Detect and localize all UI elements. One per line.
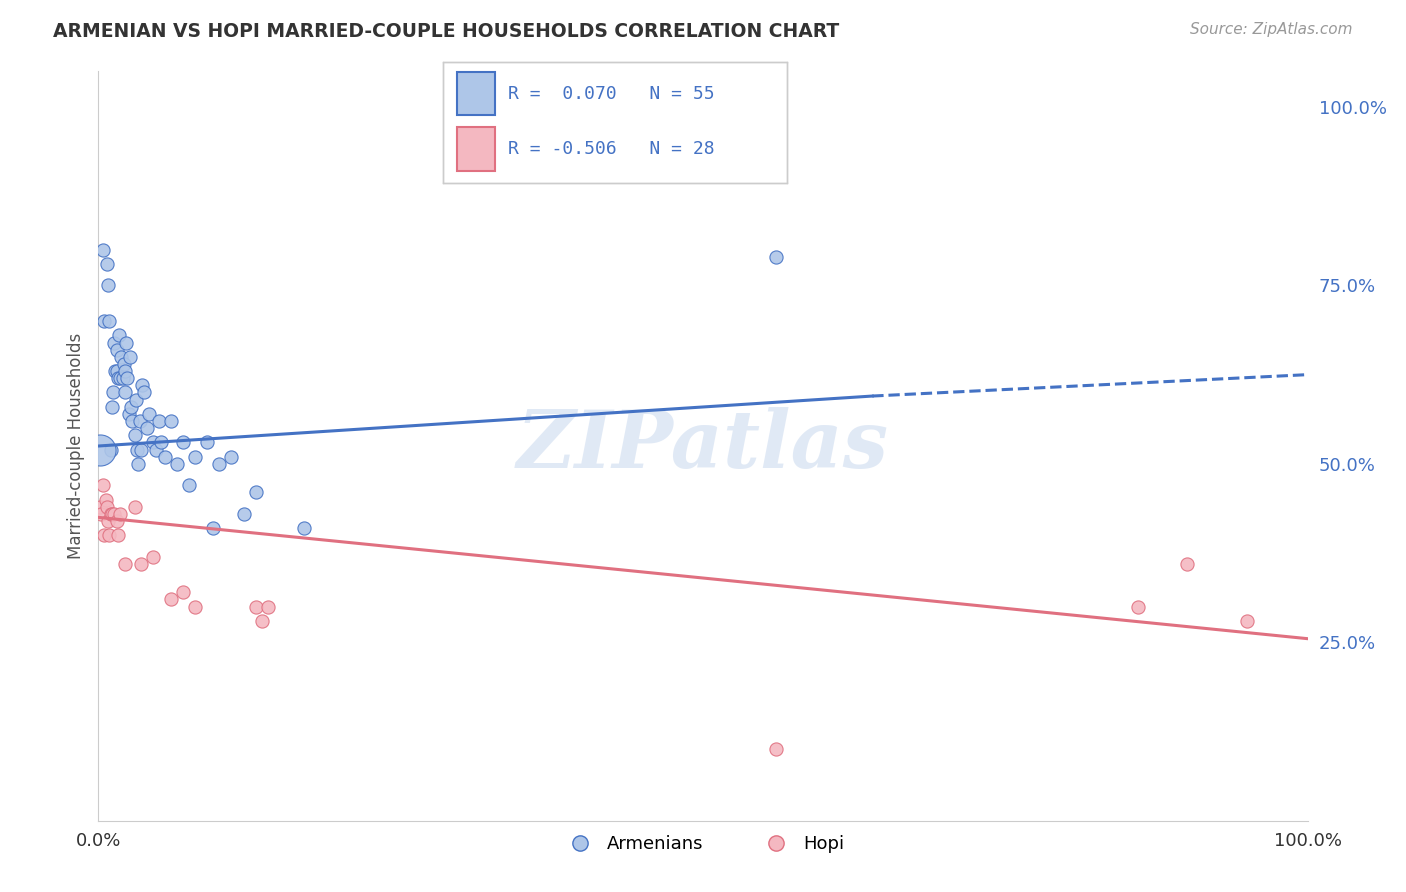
Point [103,335,125,350]
Point [208,457,231,471]
Point [765,250,787,264]
Point [112,357,135,371]
Point [96,257,118,271]
Point [96,500,118,514]
Point [250,614,273,628]
Point [105,514,128,528]
Point [101,385,124,400]
Point [107,528,129,542]
Point [142,435,165,450]
Point [131,378,153,392]
Point [89,500,111,514]
Point [172,585,194,599]
Point [184,450,207,464]
Point [103,507,125,521]
Point [91,478,114,492]
Point [184,599,207,614]
Point [117,371,139,385]
Point [93,314,115,328]
Point [93,528,115,542]
Point [148,414,170,428]
Point [98,314,121,328]
Point [107,371,129,385]
Point [129,442,152,457]
Point [232,507,254,521]
Text: R = -0.506   N = 28: R = -0.506 N = 28 [509,140,716,158]
Point [129,557,152,571]
Point [166,457,188,471]
Point [142,549,165,564]
Point [98,528,121,542]
Point [105,343,128,357]
Point [202,521,225,535]
Point [138,407,160,421]
Point [179,478,201,492]
Point [110,350,132,364]
Point [245,485,267,500]
Point [127,457,149,471]
Point [128,414,150,428]
Point [100,442,122,457]
Point [160,592,183,607]
Point [1175,557,1198,571]
Point [94,492,117,507]
Point [221,450,243,464]
Point [135,421,157,435]
Point [91,243,114,257]
Legend: Armenians, Hopi: Armenians, Hopi [555,828,851,860]
Point [108,507,131,521]
Point [90,507,112,521]
Point [145,442,167,457]
Y-axis label: Married-couple Households: Married-couple Households [66,333,84,559]
Point [115,335,138,350]
Point [127,442,149,457]
Point [118,350,141,364]
Point [150,435,173,450]
Point [172,435,194,450]
Point [108,328,131,343]
Point [111,371,134,385]
Point [125,392,148,407]
Point [120,400,142,414]
Point [100,507,122,521]
Point [134,385,156,400]
Text: ZIPatlas: ZIPatlas [517,408,889,484]
Point [153,450,176,464]
Point [292,521,315,535]
Point [195,435,218,450]
Point [104,364,127,378]
Point [124,500,146,514]
Point [1236,614,1258,628]
Point [1128,599,1150,614]
Point [89,442,111,457]
Point [97,514,120,528]
Point [245,599,267,614]
Point [105,364,128,378]
Point [256,599,278,614]
FancyBboxPatch shape [457,72,495,115]
Point [114,364,136,378]
Text: ARMENIAN VS HOPI MARRIED-COUPLE HOUSEHOLDS CORRELATION CHART: ARMENIAN VS HOPI MARRIED-COUPLE HOUSEHOL… [53,22,839,41]
Point [124,428,146,442]
Text: R =  0.070   N = 55: R = 0.070 N = 55 [509,85,716,103]
Point [108,371,131,385]
Point [100,400,122,414]
Point [97,278,120,293]
Point [160,414,183,428]
Point [765,742,787,756]
Point [100,507,122,521]
Point [118,407,141,421]
Point [121,414,143,428]
Text: Source: ZipAtlas.com: Source: ZipAtlas.com [1189,22,1353,37]
Point [114,557,136,571]
FancyBboxPatch shape [457,128,495,171]
Point [114,385,136,400]
